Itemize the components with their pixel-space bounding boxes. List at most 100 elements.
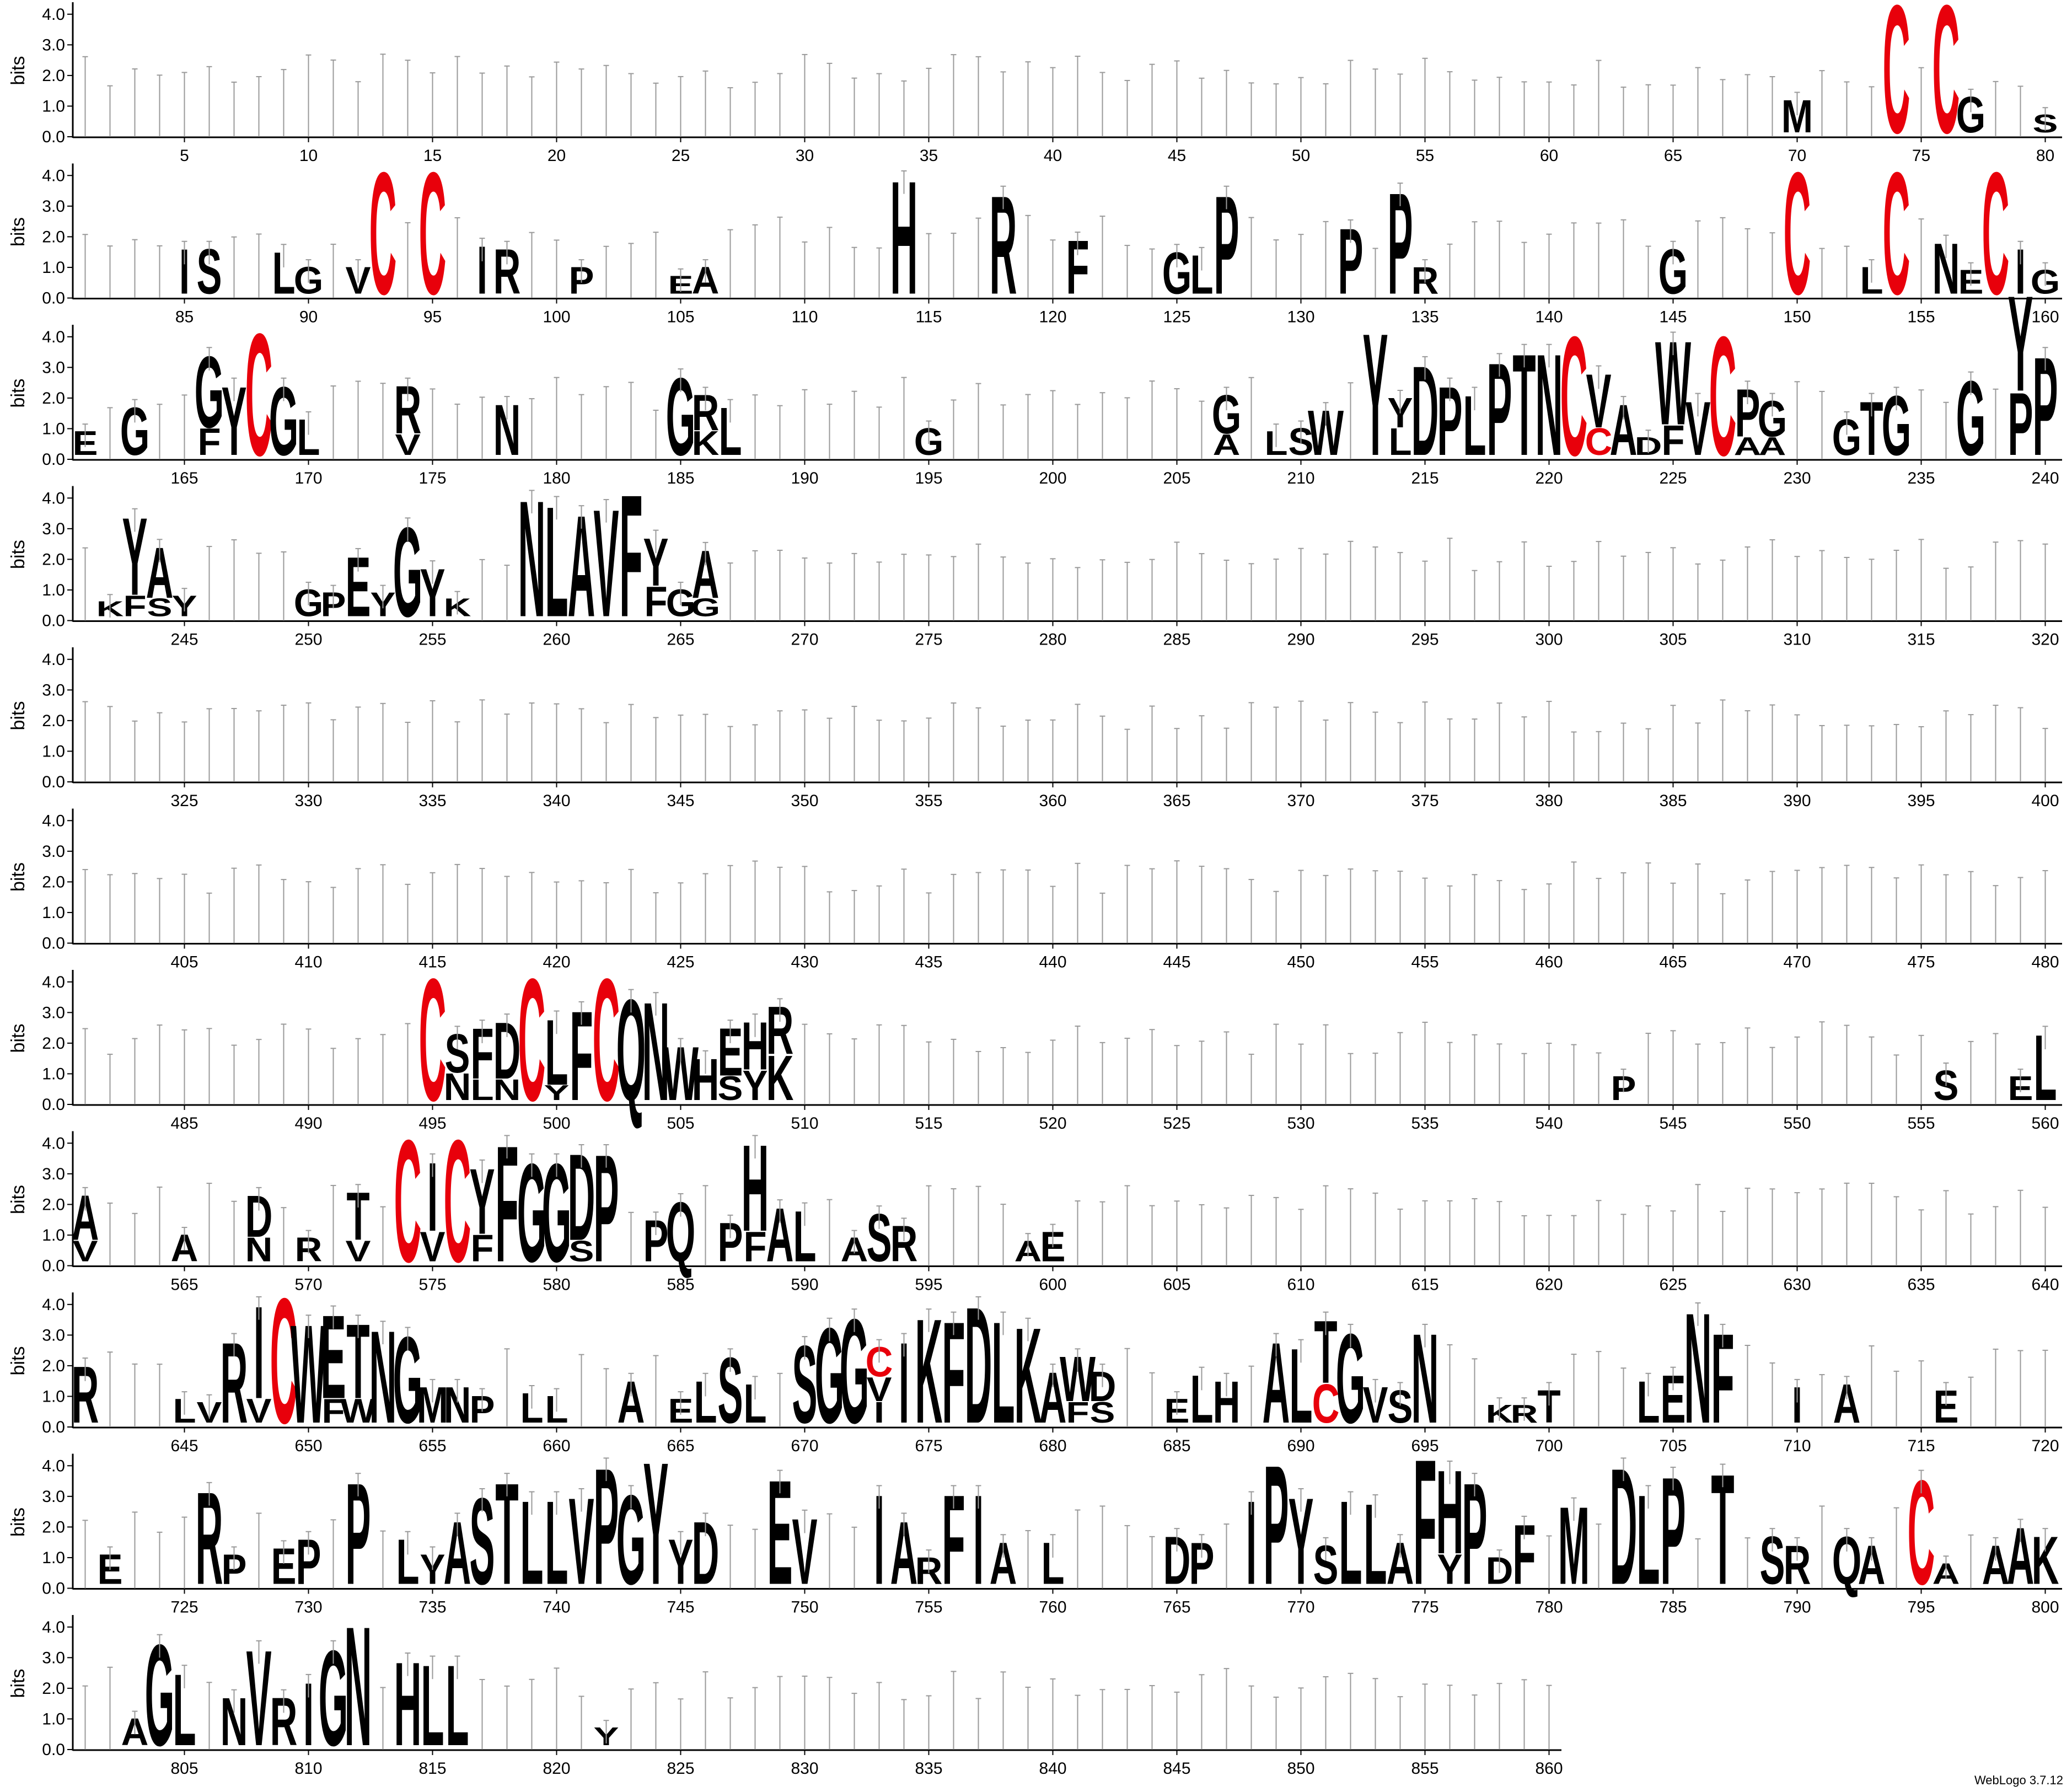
y-tick-label: 4.0 bbox=[42, 167, 65, 185]
y-axis-label: bits bbox=[8, 1185, 29, 1214]
residue-C-93: C bbox=[369, 136, 397, 331]
x-tick-label: 325 bbox=[170, 792, 198, 810]
x-tick-label: 635 bbox=[1907, 1276, 1935, 1294]
residue-G-266: G bbox=[691, 594, 721, 622]
x-tick-label: 560 bbox=[2031, 1114, 2059, 1133]
x-tick-label: 500 bbox=[543, 1114, 570, 1133]
x-tick-label: 445 bbox=[1163, 953, 1190, 972]
x-tick-label: 400 bbox=[2031, 792, 2059, 810]
x-tick-label: 850 bbox=[1287, 1759, 1314, 1778]
residue-C-76: C bbox=[1933, 0, 1960, 171]
residue-F-577: F bbox=[470, 1226, 493, 1269]
residue-C-691: C bbox=[1312, 1373, 1340, 1435]
x-tick-label: 255 bbox=[418, 631, 446, 649]
x-tick-label: 200 bbox=[1039, 469, 1066, 487]
x-tick-label: 215 bbox=[1411, 469, 1438, 487]
residue-A-207: A bbox=[1213, 428, 1241, 462]
x-tick-label: 315 bbox=[1907, 631, 1935, 649]
x-tick-label: 285 bbox=[1163, 631, 1190, 649]
x-tick-label: 625 bbox=[1659, 1276, 1687, 1294]
x-tick-label: 295 bbox=[1411, 631, 1438, 649]
y-tick-label: 2.0 bbox=[42, 228, 65, 246]
y-axis-label: bits bbox=[8, 1346, 29, 1376]
logo-row-6: bits 0.0 1.0 2.0 3.0 4.0 405 410 415 420 425 430 435… bbox=[8, 808, 2062, 972]
x-tick-label: 265 bbox=[667, 631, 694, 649]
x-tick-label: 160 bbox=[2031, 308, 2059, 326]
residue-F-775: F bbox=[1413, 1422, 1436, 1622]
x-tick-label: 495 bbox=[418, 1114, 446, 1133]
x-tick-label: 55 bbox=[1416, 147, 1434, 165]
x-tick-label: 370 bbox=[1287, 792, 1314, 810]
y-tick-label: 1.0 bbox=[42, 1549, 65, 1567]
x-tick-label: 360 bbox=[1039, 792, 1066, 810]
residue-C-495: C bbox=[419, 942, 447, 1138]
x-tick-label: 490 bbox=[294, 1114, 322, 1133]
residue-C-154: C bbox=[1883, 136, 1910, 331]
y-tick-label: 1.0 bbox=[42, 420, 65, 438]
residue-Y-744: Y bbox=[643, 1426, 669, 1621]
residue-V-575: V bbox=[420, 1223, 445, 1270]
x-tick-label: 130 bbox=[1287, 308, 1314, 326]
x-tick-label: 610 bbox=[1287, 1276, 1314, 1294]
x-tick-label: 715 bbox=[1907, 1437, 1935, 1455]
y-tick-label: 2.0 bbox=[42, 1195, 65, 1214]
y-tick-label: 0.0 bbox=[42, 612, 65, 630]
y-tick-label: 0.0 bbox=[42, 935, 65, 953]
x-tick-label: 405 bbox=[170, 953, 198, 972]
x-tick-label: 435 bbox=[915, 953, 942, 972]
x-tick-label: 550 bbox=[1783, 1114, 1811, 1133]
y-tick-label: 4.0 bbox=[42, 1457, 65, 1475]
y-tick-label: 0.0 bbox=[42, 1096, 65, 1114]
x-tick-label: 515 bbox=[915, 1114, 942, 1133]
x-tick-label: 480 bbox=[2031, 953, 2059, 972]
x-tick-label: 510 bbox=[791, 1114, 818, 1133]
x-tick-label: 105 bbox=[667, 308, 694, 326]
x-tick-label: 650 bbox=[294, 1437, 322, 1455]
x-tick-label: 845 bbox=[1163, 1759, 1190, 1778]
x-tick-label: 135 bbox=[1411, 308, 1438, 326]
x-tick-label: 485 bbox=[170, 1114, 198, 1133]
x-tick-label: 90 bbox=[299, 308, 318, 326]
residue-V-673: V bbox=[867, 1370, 892, 1408]
y-tick-label: 4.0 bbox=[42, 1618, 65, 1637]
residue-I-810: I bbox=[303, 1665, 314, 1764]
x-tick-label: 725 bbox=[170, 1598, 198, 1617]
x-tick-label: 75 bbox=[1912, 147, 1930, 165]
y-axis-label: bits bbox=[8, 1669, 29, 1698]
y-tick-label: 0.0 bbox=[42, 1580, 65, 1598]
x-tick-label: 680 bbox=[1039, 1437, 1066, 1455]
residue-K-186: K bbox=[692, 424, 720, 462]
y-tick-label: 1.0 bbox=[42, 904, 65, 922]
y-tick-label: 2.0 bbox=[42, 1034, 65, 1053]
residue-I-85: I bbox=[179, 237, 190, 308]
x-tick-label: 5 bbox=[180, 147, 189, 165]
residue-S-682: S bbox=[1090, 1396, 1115, 1429]
y-tick-label: 0.0 bbox=[42, 1257, 65, 1275]
residue-P-769: P bbox=[1264, 1431, 1289, 1621]
y-tick-label: 4.0 bbox=[42, 6, 65, 24]
y-tick-label: 0.0 bbox=[42, 1418, 65, 1436]
residue-Y-239: Y bbox=[2008, 268, 2033, 420]
y-tick-label: 1.0 bbox=[42, 742, 65, 760]
x-tick-label: 220 bbox=[1535, 469, 1563, 487]
x-tick-label: 425 bbox=[667, 953, 694, 972]
x-tick-label: 145 bbox=[1659, 308, 1687, 326]
residue-N-568: N bbox=[245, 1231, 273, 1269]
x-tick-label: 175 bbox=[418, 469, 446, 487]
y-tick-label: 3.0 bbox=[42, 843, 65, 861]
x-tick-label: 290 bbox=[1287, 631, 1314, 649]
y-tick-label: 4.0 bbox=[42, 489, 65, 507]
x-tick-label: 125 bbox=[1163, 308, 1190, 326]
x-tick-label: 335 bbox=[418, 792, 446, 810]
residue-I-768: I bbox=[1246, 1476, 1257, 1609]
residue-Y-213: Y bbox=[1363, 297, 1388, 492]
x-tick-label: 380 bbox=[1535, 792, 1563, 810]
residue-W-652: W bbox=[340, 1392, 376, 1430]
residue-L-214: L bbox=[1388, 420, 1411, 463]
x-tick-label: 180 bbox=[543, 469, 570, 487]
x-tick-label: 605 bbox=[1163, 1276, 1190, 1294]
x-tick-label: 675 bbox=[915, 1437, 942, 1455]
x-tick-label: 260 bbox=[543, 631, 570, 649]
